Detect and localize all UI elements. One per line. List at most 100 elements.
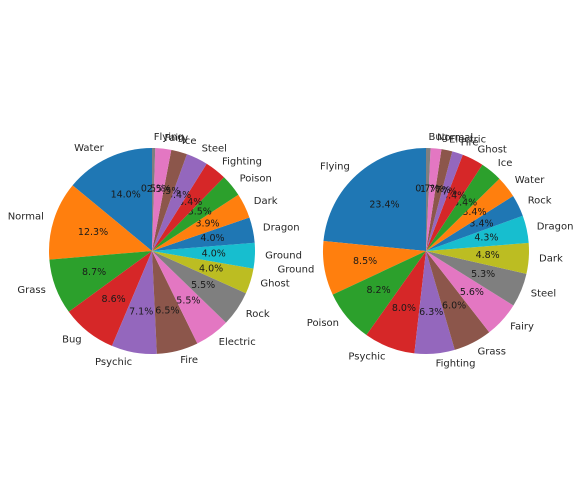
pie-slice-fire <box>426 151 463 251</box>
pie-pct-label-electric: 1.7% <box>426 185 450 196</box>
pie-category-label-bug: Bug <box>429 132 449 143</box>
pie-pct-label-normal: 1.7% <box>420 184 444 195</box>
pie-category-label-psychic: Psychic <box>348 351 385 362</box>
pie-slice-fairy <box>426 251 514 333</box>
pie-pct-label-grass: 8.7% <box>82 267 106 278</box>
pie-category-label-ground: Ground <box>278 265 315 276</box>
pie-pct-label-steel: 3.4% <box>167 190 191 201</box>
pie-pct-label-rock: 5.5% <box>191 280 215 291</box>
pie-category-label-fighting: Fighting <box>222 156 262 167</box>
pie-category-label-dragon: Dragon <box>263 222 300 233</box>
pie-category-label-grass: Grass <box>478 346 506 357</box>
pie-pct-label-rock: 3.4% <box>469 218 493 229</box>
pie-pct-label-dragon: 4.0% <box>200 233 224 244</box>
pie-slice-psychic <box>366 251 426 354</box>
pie-pct-label-bug: 8.6% <box>102 294 126 305</box>
pie-pct-label-bug: 0.7% <box>415 184 439 195</box>
pie-pct-label-grass: 6.0% <box>442 301 466 312</box>
pie-slice-rock <box>152 251 246 323</box>
pie-pct-label-psychic: 8.0% <box>392 303 416 314</box>
pie-pct-label-water: 3.4% <box>462 207 486 218</box>
pie-category-label-electric: Electric <box>449 135 486 146</box>
pie-slice-bug <box>68 251 152 346</box>
pie-category-label-poison: Poison <box>240 174 272 185</box>
pie-pct-label-dark: 4.8% <box>476 250 500 261</box>
pie-category-label-water: Water <box>74 143 104 154</box>
pie-category-label-ghost: Ghost <box>478 145 507 156</box>
pie-category-label-normal: Normal <box>437 133 473 144</box>
pie-pct-label-dark: 3.9% <box>195 218 219 229</box>
pie-pct-label-ice: 3.4% <box>453 198 477 209</box>
pie-pct-label-water: 14.0% <box>111 190 141 201</box>
pie-slice-bug <box>426 148 431 251</box>
pie-category-label-dark: Dark <box>254 196 278 207</box>
pie-slice-dark <box>152 194 250 251</box>
pie-slice-dragon <box>426 215 529 251</box>
pie-pct-label-electric: 5.5% <box>176 295 200 306</box>
pie-category-label-bug: Bug <box>62 334 82 345</box>
pie-slice-normal <box>49 185 152 260</box>
pie-category-label-ground: Ground <box>265 251 302 262</box>
pie-pct-label-fairy: 5.6% <box>460 287 484 298</box>
pie-slice-steel <box>152 154 207 251</box>
pie-slice-ground <box>322 240 426 295</box>
pie-category-label-ice: Ice <box>498 158 513 169</box>
pie-pct-label-ghost: 4.0% <box>199 264 223 275</box>
pie-chart-primary-type: 14.0% Water 12.3% Normal 8.7% Grass 8.6% Bug 7.1… <box>8 132 302 368</box>
pie-slice-ghost <box>426 154 483 251</box>
pie-slice-ghost <box>152 251 254 294</box>
pie-category-label-grass: Grass <box>17 285 45 296</box>
pie-category-label-fighting: Fighting <box>436 358 476 369</box>
pie-category-label-rock: Rock <box>246 309 270 320</box>
pie-slice-ground <box>152 242 256 269</box>
pie-slice-poison <box>152 177 239 251</box>
pie-category-label-dark: Dark <box>539 254 563 265</box>
pie-slice-poison <box>332 251 426 336</box>
pie-category-label-normal: Normal <box>8 212 44 223</box>
pie-category-label-water: Water <box>515 175 545 186</box>
pie-pct-label-fighting: 6.3% <box>419 307 443 318</box>
pie-slice-grass <box>426 251 490 350</box>
pie-category-label-poison: Poison <box>307 318 339 329</box>
pie-slice-fighting <box>152 163 224 251</box>
pie-category-label-electric: Electric <box>219 337 256 348</box>
pie-pct-label-steel: 5.3% <box>471 269 495 280</box>
pie-pct-label-flying: 0.5% <box>141 184 165 195</box>
pie-slice-electric <box>152 251 227 344</box>
pie-slice-steel <box>426 251 527 306</box>
pie-pct-label-ground: 8.5% <box>353 256 377 267</box>
pie-slice-dark <box>426 242 529 274</box>
pie-slice-fairy <box>152 148 172 251</box>
pie-category-label-fire: Fire <box>180 355 198 366</box>
pie-pct-label-ghost: 3.4% <box>442 190 466 201</box>
pie-category-label-steel: Steel <box>202 144 227 155</box>
pie-slice-fighting <box>414 251 455 354</box>
pie-category-label-dragon: Dragon <box>537 221 574 232</box>
pie-pct-label-ground: 4.0% <box>202 248 226 259</box>
pie-slice-normal <box>426 148 442 251</box>
pie-slice-rock <box>426 195 523 251</box>
pie-category-label-flying: Flying <box>320 162 350 173</box>
pie-category-label-rock: Rock <box>528 196 552 207</box>
pie-pct-label-psychic: 7.1% <box>129 306 153 317</box>
pie-pct-label-ice: 2.5% <box>156 186 180 197</box>
pie-category-label-fairy: Fairy <box>164 133 188 144</box>
pie-pct-label-flying: 23.4% <box>369 200 399 211</box>
pie-category-label-ice: Ice <box>182 136 197 147</box>
pie-category-label-psychic: Psychic <box>95 357 132 368</box>
pie-category-label-ghost: Ghost <box>260 279 289 290</box>
pie-slice-psychic <box>111 251 157 355</box>
pie-slice-ice <box>426 164 500 251</box>
pie-pct-label-poison: 8.2% <box>366 285 390 296</box>
pie-pct-label-fairy: 2.5% <box>147 184 171 195</box>
pie-slice-water <box>426 178 514 251</box>
pie-pct-label-fire: 6.5% <box>155 305 179 316</box>
pie-slice-water <box>72 148 152 251</box>
pie-category-label-steel: Steel <box>531 289 556 300</box>
pie-pct-label-fighting: 3.4% <box>178 197 202 208</box>
pie-slice-dragon <box>152 217 255 251</box>
pie-chart-secondary-type: 23.4% Flying 8.5% Ground 8.2% Poison 8.0% Psych… <box>278 132 574 369</box>
pie-slice-ice <box>152 149 187 251</box>
pie-category-label-flying: Flying <box>154 132 184 143</box>
